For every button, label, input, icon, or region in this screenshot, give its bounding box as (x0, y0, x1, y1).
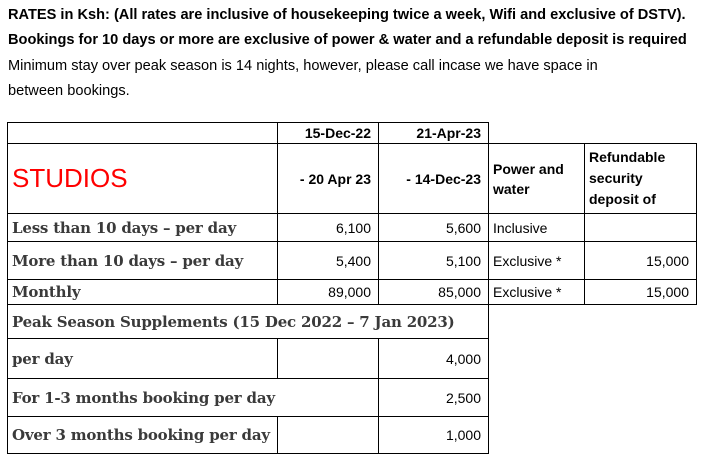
supplement-label: Over 3 months booking per day (7, 416, 278, 454)
intro-line-bookings: Bookings for 10 days or more are exclusi… (8, 32, 687, 49)
studios-title: STUDIOS (7, 143, 278, 214)
power-and-water-value: Exclusive * (488, 279, 585, 305)
supplement-row-1-3-months: For 1-3 months booking per day 2,500 (7, 378, 697, 417)
rate-apr-dec: 85,000 (378, 279, 489, 305)
empty-region (488, 304, 697, 339)
supplement-empty-cell (277, 338, 379, 379)
supplement-row-per-day: per day 4,000 (7, 338, 697, 379)
power-and-water-value: Inclusive (488, 213, 585, 242)
table-header-row: STUDIOS - 20 Apr 23 - 14-Dec-23 Power an… (7, 143, 697, 214)
supplement-value: 1,000 (378, 416, 489, 454)
empty-region (488, 416, 697, 454)
power-and-water-value: Exclusive * (488, 241, 585, 280)
deposit-value: 15,000 (584, 279, 697, 305)
supplements-header: Peak Season Supplements (15 Dec 2022 – 7… (7, 304, 489, 339)
empty-region (488, 378, 697, 417)
supplement-row-over-3-months: Over 3 months booking per day 1,000 (7, 416, 697, 454)
rate-apr-dec: 5,100 (378, 241, 489, 280)
rate-label: Less than 10 days – per day (7, 213, 278, 242)
intro-line-rates: RATES in Ksh: (All rates are inclusive o… (8, 7, 686, 23)
supplement-label: per day (7, 338, 278, 379)
rate-row-more-than-10-days: More than 10 days – per day 5,400 5,100 … (7, 241, 697, 280)
intro-paragraph: RATES in Ksh: (All rates are inclusive o… (8, 3, 687, 105)
rates-table: 15-Dec-22 21-Apr-23 STUDIOS - 20 Apr 23 … (7, 122, 697, 454)
season-row-empty-cell (7, 122, 278, 144)
empty-region (488, 122, 697, 144)
empty-region (488, 338, 697, 379)
deposit-value (584, 213, 697, 242)
rate-dec-apr: 6,100 (277, 213, 379, 242)
deposit-header: Refundable security deposit of (584, 143, 697, 214)
rate-dec-apr: 5,400 (277, 241, 379, 280)
rate-apr-dec: 5,600 (378, 213, 489, 242)
season2-end-date: - 14-Dec-23 (378, 143, 489, 214)
season2-start-date: 21-Apr-23 (378, 122, 489, 144)
rate-row-less-than-10-days: Less than 10 days – per day 6,100 5,600 … (7, 213, 697, 242)
deposit-value: 15,000 (584, 241, 697, 280)
rate-dec-apr: 89,000 (277, 279, 379, 305)
rate-label: More than 10 days – per day (7, 241, 278, 280)
supplement-label: For 1-3 months booking per day (7, 378, 379, 417)
season1-end-date: - 20 Apr 23 (277, 143, 379, 214)
season1-start-date: 15-Dec-22 (277, 122, 379, 144)
supplement-empty-cell (277, 416, 379, 454)
rate-row-monthly: Monthly 89,000 85,000 Exclusive * 15,000 (7, 279, 697, 305)
supplement-value: 4,000 (378, 338, 489, 379)
intro-line-between-bookings: between bookings. (8, 83, 130, 100)
supplements-header-row: Peak Season Supplements (15 Dec 2022 – 7… (7, 304, 697, 339)
intro-line-minimum-stay: Minimum stay over peak season is 14 nigh… (8, 57, 598, 74)
supplement-value: 2,500 (378, 378, 489, 417)
season-start-row: 15-Dec-22 21-Apr-23 (7, 122, 697, 144)
power-and-water-header: Power and water (488, 143, 585, 214)
rate-label: Monthly (7, 279, 278, 305)
